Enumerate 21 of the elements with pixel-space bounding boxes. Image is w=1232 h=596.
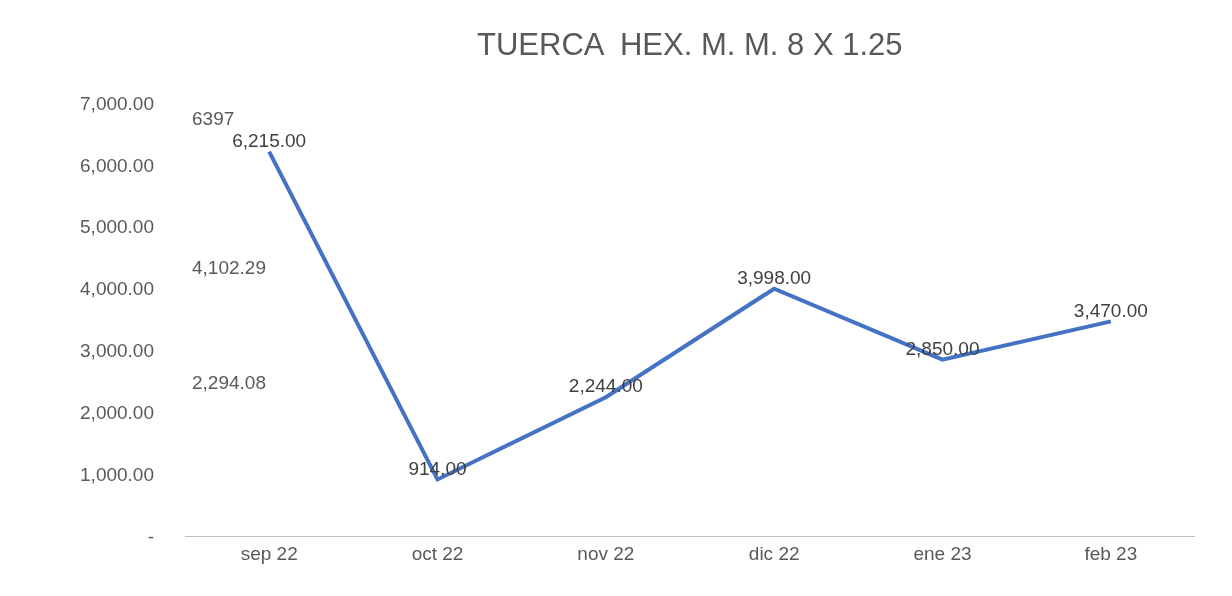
y-tick-label: 4,000.00 (80, 278, 154, 300)
x-tick-label: dic 22 (748, 542, 800, 564)
data-label: 6,215.00 (232, 129, 307, 151)
data-label: 3,470.00 (1073, 299, 1148, 321)
annotation: 2,294.08 (192, 372, 266, 393)
chart-title: TUERCA HEX. M. M. 8 X 1.25 (477, 27, 903, 62)
annotation: 6397 (192, 108, 235, 129)
x-tick-label: ene 23 (913, 542, 972, 564)
y-tick-label: 5,000.00 (80, 216, 154, 238)
x-tick-label: sep 22 (240, 542, 298, 564)
y-tick-label: 2,000.00 (80, 401, 154, 423)
y-tick-label: 3,000.00 (80, 340, 154, 362)
x-tick-label: oct 22 (411, 542, 464, 564)
data-label: 3,998.00 (737, 266, 812, 288)
x-tick-label: nov 22 (577, 542, 635, 564)
y-tick-label: - (147, 525, 154, 547)
x-tick-label: feb 23 (1084, 542, 1138, 564)
y-tick-label: 6,000.00 (80, 154, 154, 176)
y-tick-label: 1,000.00 (80, 463, 154, 485)
annotation: 4,102.29 (192, 257, 266, 278)
y-tick-label: 7,000.00 (80, 92, 154, 114)
